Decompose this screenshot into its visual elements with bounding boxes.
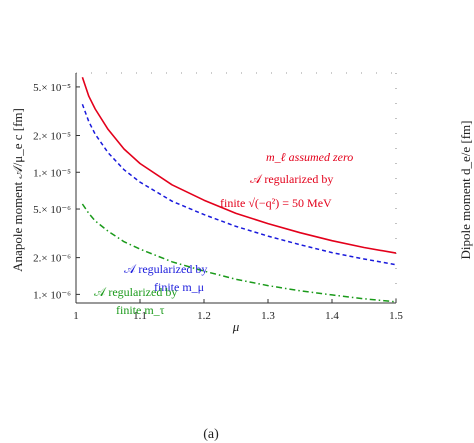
- annotation-blue-line2: finite m_μ: [154, 280, 204, 294]
- figure-caption: (a): [203, 427, 219, 442]
- y-ticks: 5.× 10⁻⁵ 2.× 10⁻⁵ 1.× 10⁻⁵ 5.× 10⁻⁶ 2.× 10⁻⁶…: [33, 82, 80, 301]
- x-ticks: 1 1.1 1.2 1.3 1.4 1.5: [73, 299, 403, 322]
- x-tick-label: 1.2: [197, 310, 211, 322]
- x-tick-label: 1.4: [325, 310, 339, 322]
- annotation-green-line2: finite m_τ: [116, 303, 165, 317]
- y-tick-label: 1.× 10⁻⁵: [33, 167, 71, 179]
- x-tick-label: 1.1: [133, 310, 147, 322]
- y-axis-title: Anapole moment 𝒜/μ_e c [fm]: [10, 108, 25, 272]
- series-line-blue: [81, 104, 397, 266]
- x-axis-title: μ: [232, 319, 240, 334]
- annotation-red-line1: m_ℓ assumed zero: [266, 150, 353, 164]
- x-tick-label: 1: [73, 310, 79, 322]
- y-tick-label: 2.× 10⁻⁶: [33, 253, 71, 265]
- x-tick-label: 1.5: [389, 310, 403, 322]
- series-line-red: [81, 76, 397, 254]
- annotation-red-line3: finite √(−q²) = 50 MeV: [220, 196, 332, 210]
- plot-frame: [75, 72, 397, 304]
- annotation-green: 𝒜 regularized by finite m_τ: [94, 285, 177, 317]
- annotation-blue: 𝒜 regularized by finite m_μ: [124, 262, 207, 294]
- y-tick-label: 5.× 10⁻⁵: [33, 82, 71, 94]
- annotation-red-line2: 𝒜 regularized by: [250, 172, 333, 186]
- y-tick-label: 2.× 10⁻⁵: [33, 131, 71, 143]
- annotation-green-line1: 𝒜 regularized by: [94, 285, 177, 299]
- x-tick-label: 1.3: [261, 310, 275, 322]
- annotation-red: m_ℓ assumed zero 𝒜 regularized by finite…: [220, 150, 353, 210]
- annotation-blue-line1: 𝒜 regularized by: [124, 262, 207, 276]
- y-tick-label: 1.× 10⁻⁶: [33, 289, 71, 301]
- right-y-axis-title: Dipole moment d_e/e [fm]: [458, 121, 473, 260]
- series-layer: [81, 76, 397, 303]
- series-line-green: [81, 203, 397, 303]
- y-tick-label: 5.× 10⁻⁶: [33, 204, 71, 216]
